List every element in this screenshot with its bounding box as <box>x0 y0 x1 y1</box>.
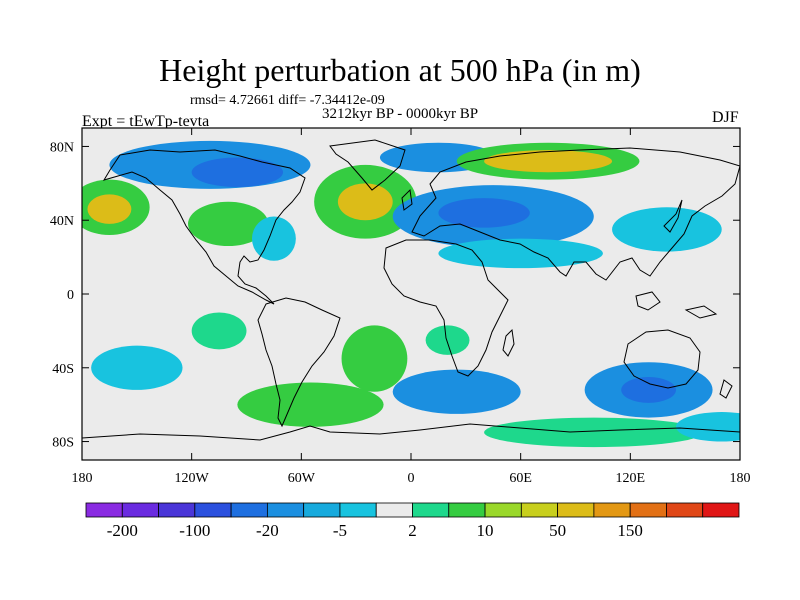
coastline-north-america <box>102 149 306 305</box>
colorbar-swatch <box>194 502 232 518</box>
season-label: DJF <box>712 109 739 126</box>
coastline-greenland <box>329 139 406 191</box>
anomaly-region <box>251 216 296 261</box>
x-tick-label: 60W <box>288 471 316 486</box>
coastline-antarctica <box>82 423 740 441</box>
experiment-label: Expt = tEwTp-tevta <box>82 113 210 130</box>
coastline-japan <box>663 199 683 233</box>
x-tick-label: 120W <box>175 471 210 486</box>
anomaly-region <box>438 238 603 269</box>
anomaly-region <box>484 150 613 173</box>
colorbar-swatch <box>412 502 450 518</box>
coastline-africa <box>383 239 509 377</box>
colorbar-tick-label: -200 <box>107 521 138 540</box>
x-axis: 180 120W 60W 0 60E 120E 180 <box>72 128 751 486</box>
colorbar-swatch <box>448 502 486 518</box>
colorbar-swatch <box>557 502 595 518</box>
anomaly-region <box>188 201 269 247</box>
colorbar-tick-label: 50 <box>549 521 566 540</box>
colorbar-swatch <box>303 502 341 518</box>
anomaly-field <box>82 140 740 448</box>
x-tick-label: 120E <box>616 471 646 486</box>
y-tick-label: 40S <box>52 362 74 377</box>
colorbar-tick-label: -100 <box>179 521 210 540</box>
x-tick-label: 180 <box>72 471 93 486</box>
colorbar-swatch <box>230 502 268 518</box>
colorbar-swatch <box>85 502 123 518</box>
x-tick-label: 0 <box>408 471 415 486</box>
period-label: 3212kyr BP - 0000kyr BP <box>322 106 479 122</box>
anomaly-region <box>91 345 183 390</box>
y-tick-label: 0 <box>67 288 74 303</box>
colorbar-tick-label: -5 <box>333 521 347 540</box>
anomaly-region <box>191 157 284 188</box>
colorbar-swatch <box>121 502 159 518</box>
coastline-south-america <box>257 297 341 428</box>
colorbar-swatch <box>375 502 413 518</box>
coastline-new-guinea <box>684 305 718 319</box>
colorbar-swatch <box>629 502 667 518</box>
colorbar-swatch <box>666 502 704 518</box>
colorbar-tick-label: 150 <box>617 521 643 540</box>
anomaly-region <box>621 377 677 403</box>
coastline-australia <box>623 329 701 389</box>
colorbar-swatch <box>520 502 559 518</box>
anomaly-region <box>484 417 704 448</box>
coastline-britain <box>401 188 413 211</box>
x-tick-label: 180 <box>730 471 751 486</box>
anomaly-region <box>438 198 530 228</box>
anomaly-region <box>341 325 408 392</box>
coastline-madagascar <box>502 328 515 357</box>
y-tick-label: 80N <box>50 140 74 155</box>
colorbar-swatch <box>484 502 522 518</box>
colorbar-tick-label: 2 <box>408 521 417 540</box>
colorbar-tick-label: 10 <box>477 521 494 540</box>
anomaly-region <box>425 325 470 355</box>
x-tick-label: 60E <box>509 471 532 486</box>
coastlines <box>82 139 740 441</box>
anomaly-region <box>87 194 132 224</box>
colorbar: -200 -100 -20 -5 2 10 50 150 <box>85 502 740 540</box>
anomaly-region <box>676 412 740 442</box>
anomaly-region <box>237 382 384 427</box>
anomaly-region <box>191 312 247 350</box>
coastline-borneo <box>635 291 661 311</box>
colorbar-tick-label: -20 <box>256 521 279 540</box>
y-tick-label: 80S <box>52 436 74 451</box>
colorbar-swatch <box>339 502 377 518</box>
y-tick-label: 40N <box>50 214 74 229</box>
anomaly-region <box>392 369 521 414</box>
coastline-eurasia <box>411 147 740 281</box>
colorbar-swatch <box>158 502 196 518</box>
colorbar-swatch <box>266 502 305 518</box>
coastline-new-zealand <box>719 379 733 399</box>
colorbar-swatch <box>702 502 740 518</box>
stats-label: rmsd= 4.72661 diff= -7.34412e-09 <box>190 93 385 108</box>
chart-title: Height perturbation at 500 hPa (in m) <box>159 52 641 88</box>
y-axis: 80N 40N 0 40S 80S <box>50 140 740 451</box>
colorbar-swatch <box>593 502 631 518</box>
anomaly-region <box>337 183 393 221</box>
